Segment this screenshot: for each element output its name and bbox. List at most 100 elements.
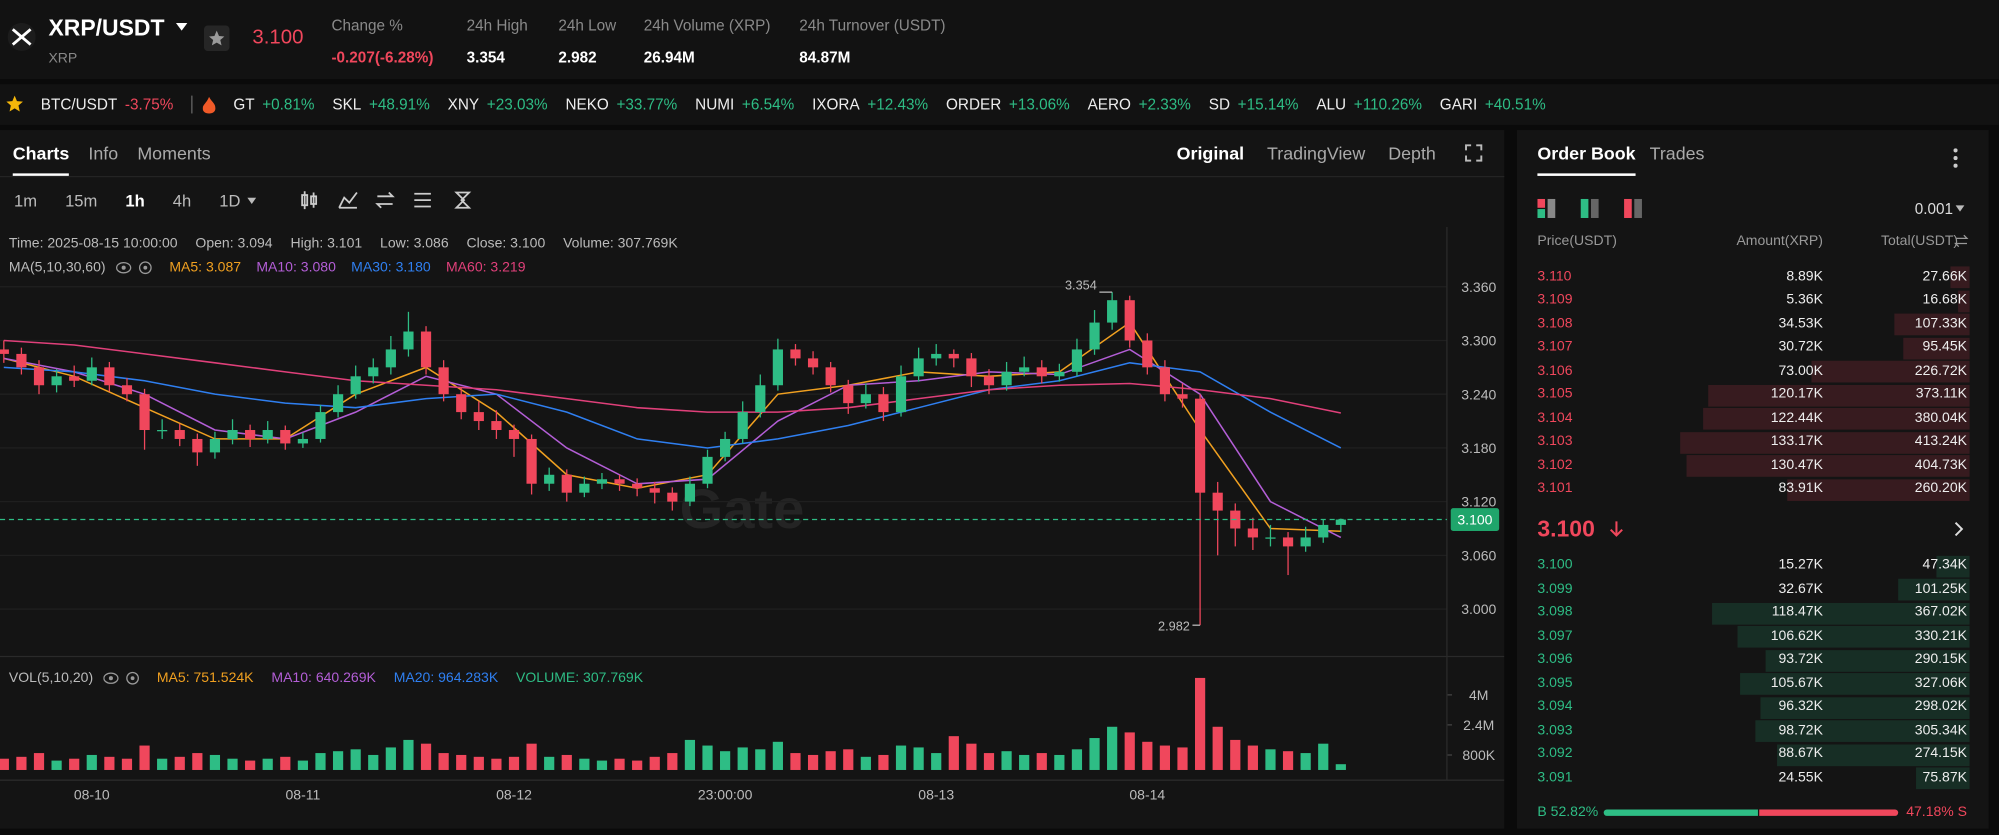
book-price[interactable]: 3.101 (1537, 480, 1573, 496)
book-price[interactable]: 3.093 (1537, 722, 1573, 738)
mid-chevron[interactable] (1954, 521, 1964, 537)
book-total: 107.33K (1914, 315, 1968, 331)
candle-body (544, 474, 555, 484)
depth-bar (1760, 696, 1970, 719)
book-price[interactable]: 3.110 (1537, 268, 1572, 284)
book-price[interactable]: 3.102 (1537, 457, 1573, 473)
book-price[interactable]: 3.108 (1537, 315, 1573, 331)
ticker-change: +110.26% (1353, 95, 1422, 114)
book-price[interactable]: 3.095 (1537, 675, 1573, 691)
eye-icon[interactable] (103, 671, 146, 686)
book-total: 75.87K (1922, 769, 1968, 785)
layout-switch[interactable] (1537, 198, 1652, 219)
pair-caret[interactable] (175, 22, 188, 33)
price-tag (1450, 508, 1500, 532)
y-tick-label: 3.360 (1461, 279, 1496, 295)
stat-value: -0.207(-6.28%) (331, 48, 434, 67)
interval[interactable]: 1m (14, 190, 38, 210)
book-price[interactable]: 3.096 (1537, 651, 1573, 667)
chart-tab[interactable]: Moments (137, 142, 211, 164)
ticker-item[interactable]: NEKO +33.77% (565, 96, 677, 114)
candle-body (1107, 300, 1118, 323)
book-price[interactable]: 3.106 (1537, 362, 1573, 378)
ticker-change: +12.43% (867, 95, 929, 114)
interval-caret[interactable] (246, 196, 256, 204)
chart-view[interactable]: TradingView (1267, 142, 1366, 164)
book-price[interactable]: 3.107 (1537, 339, 1573, 355)
chart-tab[interactable]: Info (88, 142, 119, 164)
interval[interactable]: 1D (219, 190, 241, 210)
volume-bar (755, 749, 766, 770)
candle-body (174, 430, 185, 439)
book-price[interactable]: 3.103 (1537, 433, 1573, 449)
chart-tools[interactable] (298, 190, 476, 210)
ohlc-item: Open: 3.094 (195, 235, 273, 252)
ticker-item[interactable]: IXORA +12.43% (812, 96, 928, 114)
divider (0, 175, 1505, 178)
volume-bar (1247, 745, 1258, 770)
chart-tab[interactable]: Charts (12, 130, 70, 176)
ticker-item[interactable]: GARI +40.51% (1440, 96, 1546, 114)
volume-tick-label: 800K (1462, 747, 1495, 763)
book-price[interactable]: 3.098 (1537, 604, 1573, 620)
depth-bar (1950, 266, 1970, 289)
candle-body (1300, 537, 1311, 547)
depth-bar (1738, 625, 1970, 648)
volume-bar (1300, 753, 1311, 770)
book-price[interactable]: 3.092 (1537, 745, 1573, 762)
volume-bar (878, 754, 889, 770)
book-amount: 105.67K (1770, 675, 1823, 691)
ticker-item[interactable]: NUMI +6.54% (695, 96, 794, 114)
book-tab[interactable]: Order Book (1537, 140, 1636, 176)
fullscreen[interactable] (1465, 144, 1483, 162)
candle-body (368, 367, 379, 377)
book-total: 380.04K (1914, 409, 1968, 426)
swap-icon[interactable] (1954, 234, 1969, 248)
ticker-item[interactable]: ORDER +13.06% (946, 96, 1070, 114)
book-price[interactable]: 3.099 (1537, 580, 1573, 596)
candle-body (51, 376, 62, 386)
book-price[interactable]: 3.104 (1537, 409, 1573, 426)
more-menu[interactable] (1953, 148, 1958, 168)
ticker-item[interactable]: SD +15.14% (1209, 96, 1299, 114)
chart-view[interactable]: Original (1176, 142, 1245, 164)
book-amount: 83.91K (1778, 480, 1823, 496)
interval[interactable]: 15m (65, 190, 98, 210)
candle-body (895, 376, 907, 413)
ohlc-item: High: 3.101 (290, 235, 363, 252)
legend-entry: MA30: 3.180 (351, 260, 431, 276)
eye-shape (103, 672, 119, 684)
book-price[interactable]: 3.100 (1537, 557, 1573, 573)
candle-body (139, 394, 150, 431)
interval[interactable]: 4h (172, 190, 192, 210)
pair[interactable]: XRP/USDT (48, 15, 165, 41)
ticker-item[interactable]: XNY +23.03% (448, 96, 548, 114)
volume-bar (157, 758, 168, 770)
book-price[interactable]: 3.091 (1537, 769, 1573, 785)
precision[interactable]: 0.001 (1914, 200, 1953, 218)
ticker-item[interactable]: BTC/USDT -3.75% (41, 96, 174, 114)
volume-tick-label: 4M (1469, 687, 1488, 703)
favorite[interactable] (203, 25, 230, 51)
ticker-item[interactable]: SKL +48.91% (332, 96, 429, 114)
interval[interactable]: 1h (125, 190, 145, 210)
x-tick-label: 08-11 (285, 786, 320, 802)
precision-caret[interactable] (1955, 205, 1965, 212)
book-tab[interactable]: Trades (1649, 142, 1705, 164)
ticker-item[interactable]: ALU +110.26% (1316, 96, 1422, 114)
ticker-name: ORDER (946, 95, 1002, 114)
ticker-item[interactable]: AERO +2.33% (1088, 96, 1191, 114)
chart-view[interactable]: Depth (1388, 142, 1436, 164)
book-price[interactable]: 3.109 (1537, 291, 1573, 308)
book-price[interactable]: 3.094 (1537, 698, 1573, 714)
eye-icon[interactable] (115, 260, 159, 275)
high-label: 3.354 (1065, 278, 1097, 293)
book-total: 404.73K (1914, 457, 1968, 473)
book-price[interactable]: 3.097 (1537, 627, 1573, 644)
book-price[interactable]: 3.105 (1537, 386, 1573, 402)
book-total: 226.72K (1914, 362, 1968, 378)
candle-body (227, 430, 238, 439)
ma-title: MA(5,10,30,60) (8, 260, 106, 276)
y-tick-label: 3.060 (1461, 547, 1496, 563)
ticker-item[interactable]: GT +0.81% (233, 96, 314, 114)
